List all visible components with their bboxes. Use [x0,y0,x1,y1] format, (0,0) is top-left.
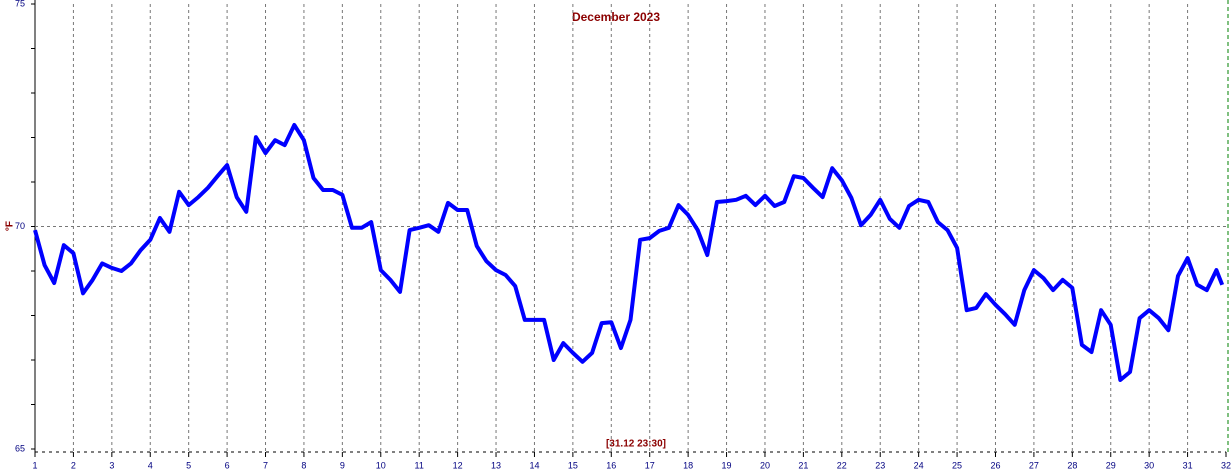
data-line [33,123,1225,382]
x-tick-label: 13 [491,460,501,470]
chart-title: December 2023 [572,10,660,24]
x-tick-label: 20 [760,460,770,470]
x-tick-label: 19 [722,460,732,470]
x-tick-label: 32 [1221,460,1231,470]
y-tick-label: 70 [15,221,25,231]
x-tick-label: 30 [1144,460,1154,470]
x-tick-label: 25 [952,460,962,470]
x-tick-label: 5 [186,460,191,470]
x-tick-label: 1 [32,460,37,470]
x-tick-label: 7 [263,460,268,470]
x-tick-label: 10 [376,460,386,470]
annotation: [31.12 23:30] [606,439,666,450]
x-tick-label: 2 [71,460,76,470]
x-tick-label: 4 [148,460,153,470]
x-tick-label: 27 [1029,460,1039,470]
y-tick-label: 65 [15,443,25,453]
x-tick-label: 22 [837,460,847,470]
x-tick-label: 14 [529,460,539,470]
y-tick-label: 75 [15,0,25,8]
x-tick-label: 16 [606,460,616,470]
x-tick-label: 29 [1106,460,1116,470]
x-tick-label: 9 [340,460,345,470]
x-tick-label: 3 [109,460,114,470]
x-tick-label: 12 [453,460,463,470]
x-tick-label: 23 [875,460,885,470]
x-tick-label: 21 [798,460,808,470]
x-tick-label: 26 [990,460,1000,470]
x-tick-label: 11 [415,460,424,470]
x-tick-label: 31 [1183,460,1193,470]
y-axis-label: °F [5,221,16,231]
x-tick-label: 8 [301,460,306,470]
x-tick-label: 24 [914,460,924,470]
x-tick-label: 18 [683,460,693,470]
x-tick-label: 6 [225,460,230,470]
x-tick-label: 28 [1067,460,1077,470]
x-tick-label: 17 [645,460,655,470]
x-tick-label: 15 [568,460,578,470]
